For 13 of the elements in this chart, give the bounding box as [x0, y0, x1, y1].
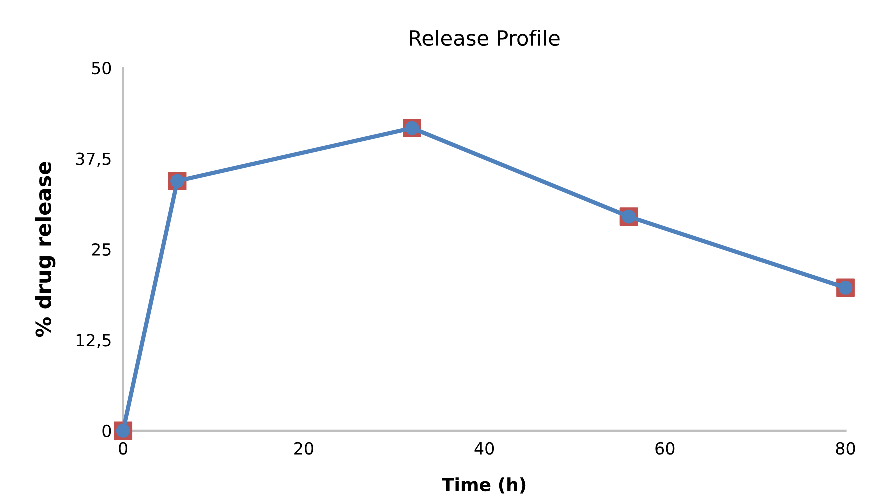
x-tick-label: 80 — [836, 442, 856, 455]
y-tick-label: 50 — [92, 62, 112, 75]
x-tick-label: 20 — [294, 442, 314, 455]
y-tick-label: 25 — [92, 243, 111, 256]
y-axis-title: % drug release — [35, 162, 56, 338]
x-tick-label: 60 — [656, 442, 675, 455]
y-tick-label: 0 — [102, 424, 112, 438]
x-axis-title: Time (h) — [442, 478, 526, 494]
y-tick-label: 37,5 — [76, 152, 111, 168]
x-tick-label: 40 — [474, 442, 494, 455]
y-tick-label: 12,5 — [76, 334, 111, 348]
chart-title: Release Profile — [410, 30, 560, 46]
x-tick-label: 0 — [119, 442, 128, 455]
